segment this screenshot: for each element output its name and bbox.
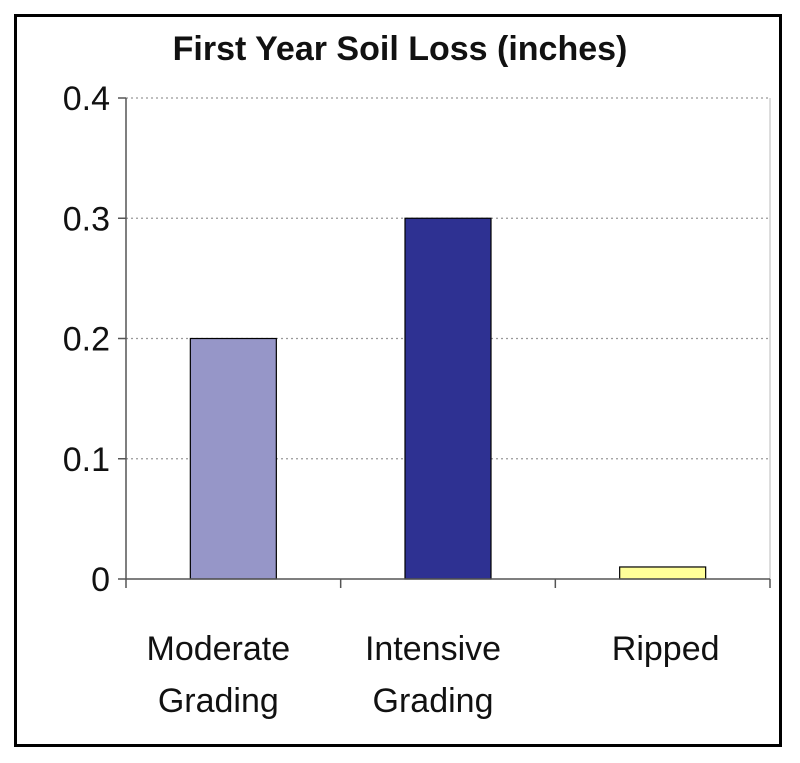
chart-frame (14, 14, 782, 747)
bar (404, 217, 492, 580)
y-tick-label: 0.1 (63, 441, 110, 479)
x-category-label: Intensive (365, 630, 501, 668)
y-tick-label: 0.4 (63, 80, 110, 118)
bar (189, 337, 277, 580)
x-category-label: Moderate (147, 630, 291, 668)
bar (619, 566, 707, 580)
x-category-label: Grading (158, 682, 279, 720)
x-category-label: Grading (373, 682, 494, 720)
x-category-label: Ripped (612, 630, 720, 668)
y-tick-label: 0.2 (63, 321, 110, 359)
y-tick-label: 0.3 (63, 200, 110, 238)
chart-title: First Year Soil Loss (inches) (172, 30, 628, 68)
y-tick-label: 0 (91, 561, 110, 599)
